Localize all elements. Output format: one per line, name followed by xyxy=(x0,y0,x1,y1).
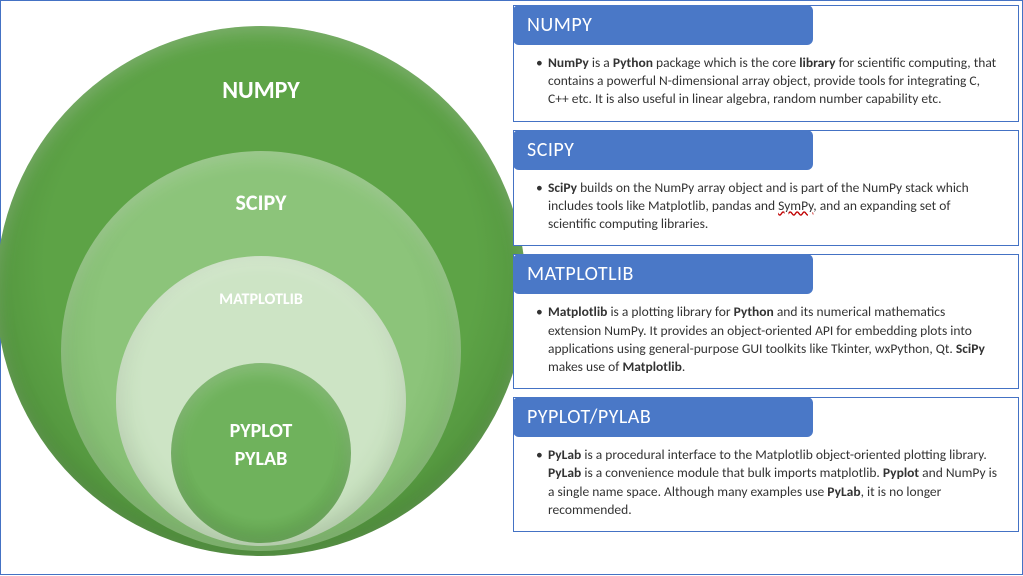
card-numpy: NUMPY NumPy is a Python package which is … xyxy=(513,5,1019,122)
card-header: MATPLOTLIB xyxy=(513,254,813,294)
circle-pyplot: PYPLOT PYLAB xyxy=(171,363,351,543)
circle-label-2: PYLAB xyxy=(171,447,351,471)
card-body: Matplotlib is a plotting library for Pyt… xyxy=(514,299,1018,388)
circle-label: SCIPY xyxy=(61,189,461,216)
card-bullet: Matplotlib is a plotting library for Pyt… xyxy=(536,303,1000,376)
card-bullet: SciPy builds on the NumPy array object a… xyxy=(536,179,1000,234)
card-body: SciPy builds on the NumPy array object a… xyxy=(514,175,1018,246)
circle-label: NUMPY xyxy=(0,76,526,105)
circle-label: MATPLOTLIB xyxy=(116,290,406,309)
card-matplotlib: MATPLOTLIB Matplotlib is a plotting libra… xyxy=(513,254,1019,389)
nested-circles-diagram: NUMPYSCIPYMATPLOTLIBPYPLOTPYLAB xyxy=(1,1,521,576)
card-bullet: NumPy is a Python package which is the c… xyxy=(536,54,1000,109)
card-body: NumPy is a Python package which is the c… xyxy=(514,50,1018,121)
card-body: PyLab is a procedural interface to the M… xyxy=(514,442,1018,531)
card-header: PYPLOT/PYLAB xyxy=(513,397,813,437)
circle-label: PYPLOT xyxy=(171,419,351,443)
card-bullet: PyLab is a procedural interface to the M… xyxy=(536,446,1000,519)
description-cards: NUMPY NumPy is a Python package which is … xyxy=(513,5,1019,532)
card-header: SCIPY xyxy=(513,130,813,170)
card-scipy: SCIPY SciPy builds on the NumPy array obj… xyxy=(513,130,1019,247)
card-header: NUMPY xyxy=(513,5,813,45)
card-pyplot-pylab: PYPLOT/PYLAB PyLab is a procedural interf… xyxy=(513,397,1019,532)
